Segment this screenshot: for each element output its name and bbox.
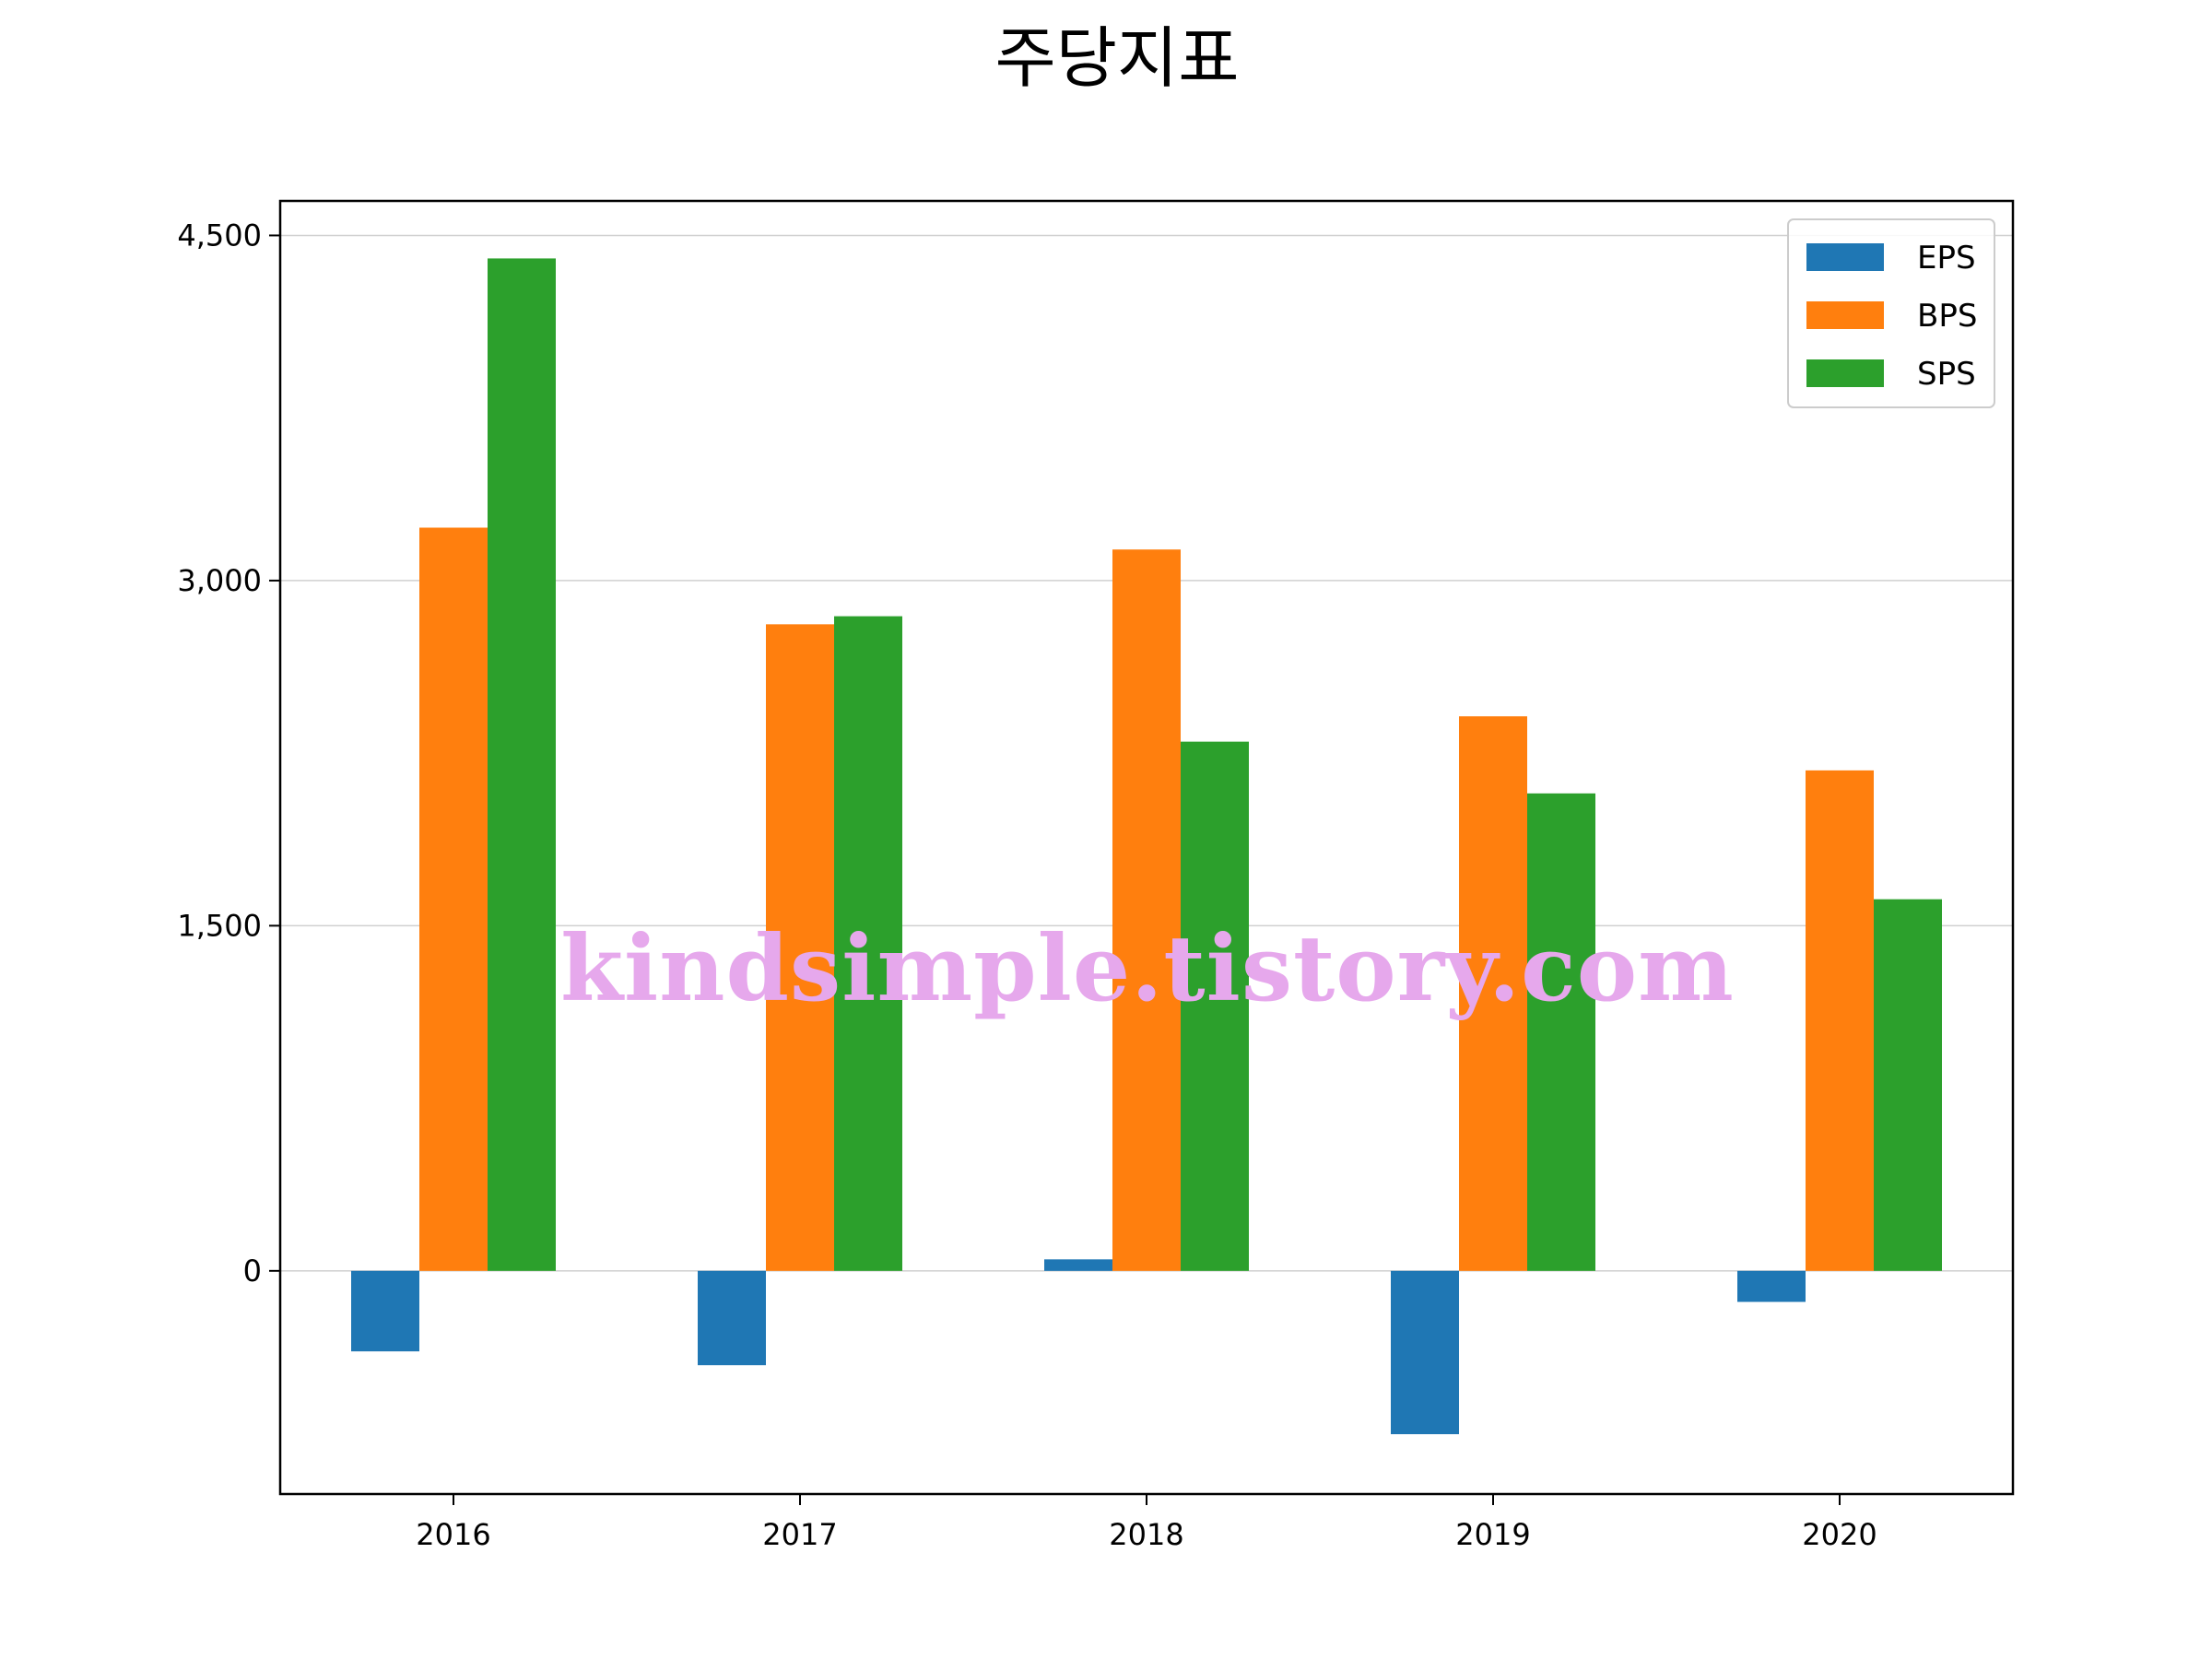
legend-label-eps: EPS — [1917, 240, 1976, 276]
bars — [351, 258, 1942, 1435]
bar-sps-2019 — [1527, 793, 1595, 1271]
bar-bps-2018 — [1112, 549, 1181, 1271]
x-tick-label: 2016 — [416, 1517, 490, 1552]
bar-eps-2020 — [1737, 1270, 1806, 1302]
bar-eps-2019 — [1391, 1270, 1459, 1435]
legend-label-sps: SPS — [1917, 356, 1976, 393]
x-tick-label: 2018 — [1109, 1517, 1183, 1552]
y-tick-label: 4,500 — [177, 218, 262, 253]
x-tick-label: 2017 — [762, 1517, 837, 1552]
legend-label-bps: BPS — [1917, 298, 1977, 335]
bar-eps-2018 — [1044, 1259, 1112, 1271]
bar-bps-2017 — [766, 624, 834, 1271]
legend-swatch-bps — [1806, 301, 1884, 329]
x-tick-label: 2019 — [1455, 1517, 1530, 1552]
x-axis: 2016 2017 2018 2019 2020 — [416, 1494, 1877, 1552]
bar-bps-2016 — [419, 527, 488, 1271]
watermark-text: kindsimple.tistory.com — [560, 916, 1735, 1022]
y-tick-label: 1,500 — [177, 908, 262, 943]
bar-eps-2017 — [698, 1270, 766, 1366]
y-axis: 0 1,500 3,000 4,500 — [177, 218, 280, 1288]
legend: EPS BPS SPS — [1787, 218, 1995, 408]
bar-sps-2016 — [488, 258, 556, 1271]
bar-eps-2016 — [351, 1270, 419, 1352]
y-tick-label: 3,000 — [177, 563, 262, 598]
x-tick-label: 2020 — [1802, 1517, 1877, 1552]
bar-bps-2020 — [1806, 770, 1874, 1271]
chart-title: 주당지표 — [995, 19, 1240, 97]
y-tick-label: 0 — [243, 1253, 262, 1288]
bar-sps-2018 — [1181, 741, 1249, 1271]
bar-sps-2020 — [1874, 899, 1942, 1271]
bar-sps-2017 — [834, 616, 902, 1271]
bar-bps-2019 — [1459, 716, 1527, 1271]
legend-swatch-eps — [1806, 243, 1884, 271]
legend-swatch-sps — [1806, 359, 1884, 387]
